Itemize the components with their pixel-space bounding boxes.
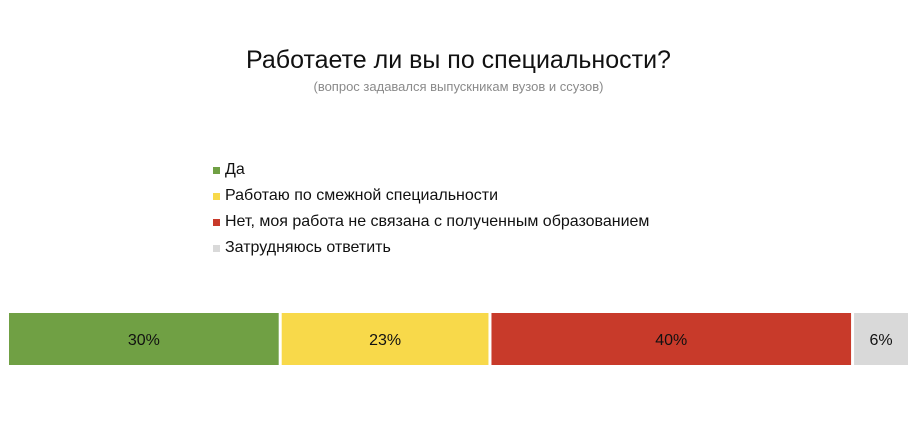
bar-segment-unsure: [854, 313, 908, 365]
legend-swatch-related: [213, 192, 220, 200]
legend-label-yes: Да: [225, 161, 245, 178]
legend-swatch-unsure: [213, 244, 220, 252]
legend-label-related: Работаю по смежной специальности: [225, 187, 499, 204]
legend-item-related: Работаю по смежной специальности: [213, 183, 649, 209]
legend-swatch-yes: [213, 166, 220, 174]
bar-label-related: 23%: [369, 332, 401, 349]
chart-subtitle: (вопрос задавался выпускникам вузов и сс…: [313, 79, 604, 94]
chart-title: Работаете ли вы по специальности?: [246, 46, 671, 74]
legend-swatch-no: [213, 218, 220, 226]
bar-segment-no: [491, 313, 852, 365]
chart-legend: Да Работаю по смежной специальности Нет,…: [213, 157, 649, 261]
bar-label-no: 40%: [655, 332, 687, 349]
bar-label-unsure: 6%: [869, 332, 892, 349]
bar-label-yes: 30%: [128, 332, 160, 349]
bar-segment-yes: [9, 313, 279, 365]
legend-item-unsure: Затрудняюсь ответить: [213, 235, 649, 261]
legend-label-unsure: Затрудняюсь ответить: [225, 239, 391, 256]
legend-item-no: Нет, моя работа не связана с полученным …: [213, 209, 649, 235]
legend-label-no: Нет, моя работа не связана с полученным …: [225, 213, 650, 230]
bar-segment-related: [281, 313, 489, 365]
legend-item-yes: Да: [213, 157, 649, 183]
